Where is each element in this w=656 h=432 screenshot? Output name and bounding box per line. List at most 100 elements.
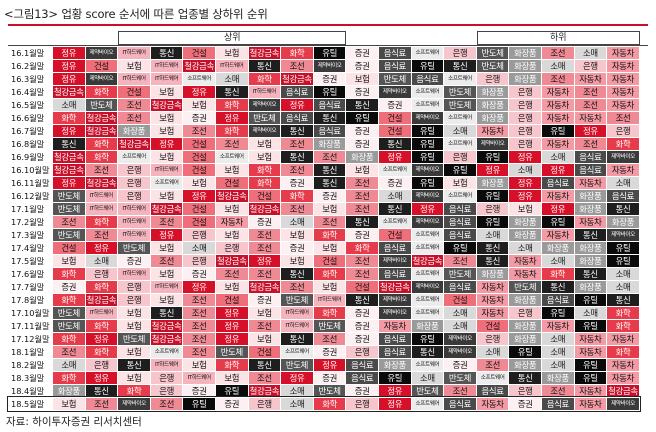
sector-cell: 통신 xyxy=(607,203,639,215)
sector-cell: 보험 xyxy=(150,125,183,137)
sector-cell: 보험 xyxy=(150,268,183,280)
sector-cell: 유틸 xyxy=(542,125,574,137)
sector-cell: 제약바이오 xyxy=(85,73,118,85)
sector-cell: 철강금속 xyxy=(183,60,215,72)
month-label: 18.2월말 xyxy=(11,360,45,370)
sector-cell: IT하드웨어 xyxy=(118,47,150,59)
month-label: 16.5월말 xyxy=(11,100,45,110)
sector-cell: 소프트웨어 xyxy=(216,151,248,163)
sector-cell: 제약바이오 xyxy=(476,138,509,150)
sector-cell: 정유 xyxy=(542,203,574,215)
sector-cell: 조선 xyxy=(85,398,118,410)
sector-cell: 은행 xyxy=(607,125,639,137)
sector-cell: 자동차 xyxy=(476,125,509,137)
table-row: 17.10월말 반도체 IT하드웨어 보험 통신 조선 정유 보험 IT하드웨어 화학 증권 제약바이… xyxy=(8,306,640,320)
sector-cell: 철강금속 xyxy=(85,125,118,137)
sector-cell: 보험 xyxy=(118,60,150,72)
sector-cell: 음식료 xyxy=(411,73,444,85)
table-row: 16.7월말 정유 철강금속 화장품 보험 조선 화학 제약바이오 통신 음식료 증권 건설 유틸 소매 자… xyxy=(8,124,640,138)
sector-cell: 보험 xyxy=(118,320,150,332)
sector-cell: 소프트웨어 xyxy=(444,112,476,124)
table-row: 16.9월말 철강금속 화학 소프트웨어 보험 건설 소프트웨어 보험 통신 조선 화장품 정유 유틸 은… xyxy=(8,150,640,164)
sector-cell: 음식료 xyxy=(379,333,411,345)
sector-cell: 소매 xyxy=(444,307,476,319)
sector-cell: 조선 xyxy=(85,164,118,176)
sector-cell: 음식료 xyxy=(346,372,378,384)
sector-cell: 통신 xyxy=(150,47,183,59)
sector-cell: 화장품 xyxy=(574,203,607,215)
table-row: 18.2월말 소매 은행 통신 IT하드웨어 보험 화학 통신 반도체 정유 음식료 화장품 소프트웨어… xyxy=(8,358,640,372)
sector-cell: 통신 xyxy=(509,372,541,384)
sector-cell: 반도체 xyxy=(444,268,476,280)
sector-cell: 자동차 xyxy=(542,112,574,124)
sector-cell: IT하드웨어 xyxy=(118,216,150,228)
sector-cell: 건설 xyxy=(216,294,248,306)
sector-cell: 유틸 xyxy=(379,372,411,384)
sector-cell: 소매 xyxy=(542,151,574,163)
sector-cell: IT하드웨어 xyxy=(85,190,118,202)
sector-cell: 소매 xyxy=(542,333,574,345)
sector-cell: 증권 xyxy=(313,73,346,85)
table-row: 16.3월말 정유 제약바이오 IT하드웨어 IT하드웨어 소프트웨어 소매 화학 철강금속 증권… xyxy=(8,72,640,86)
sector-cell: 화학 xyxy=(85,138,118,150)
sector-cell: 보험 xyxy=(150,190,183,202)
sector-cell: 정유 xyxy=(509,177,541,189)
sector-cell: 화학 xyxy=(542,268,574,280)
sector-cell: 반도체 xyxy=(444,86,476,98)
sector-cell: 보험 xyxy=(216,281,248,293)
sector-cell: 자동차 xyxy=(607,73,639,85)
sector-cell: 유틸 xyxy=(411,177,444,189)
table-row: 16.2월말 정유 건설 보험 IT하드웨어 철강금속 IT하드웨어 통신 조선 제약바이오 증권 음… xyxy=(8,59,640,73)
sector-cell: 제약바이오 xyxy=(118,398,150,410)
sector-cell: 유틸 xyxy=(313,86,346,98)
sector-cell: 제약바이오 xyxy=(379,294,411,306)
sector-cell: IT하드웨어 xyxy=(183,372,215,384)
table-row: 17.7월말 증권 화학 은행 IT하드웨어 정유 보험 철강금속 조선 보험 건설 철강금속 제약바이… xyxy=(8,280,640,294)
sector-cell: 보험 xyxy=(248,333,281,345)
sector-cell: 자동차 xyxy=(476,294,509,306)
sector-cell: 은행 xyxy=(509,307,541,319)
sector-cell: 조선 xyxy=(574,99,607,111)
sector-cell: 조선 xyxy=(248,242,281,254)
sector-cell: 은행 xyxy=(118,294,150,306)
sector-cell: 조선 xyxy=(313,216,346,228)
sector-cell: 보험 xyxy=(346,73,378,85)
sector-cell: 통신 xyxy=(476,255,509,267)
table-row: 18.5월말 보험 조선 제약바이오 조선 유틸 증권 은행 소매 화학 은행 정유 소프트웨어 음식료 자… xyxy=(7,396,641,412)
sector-cell: 화학 xyxy=(216,125,248,137)
sector-cell: 소매 xyxy=(574,47,607,59)
sector-cell: 화학 xyxy=(53,372,85,384)
sector-cell: 통신 xyxy=(313,164,346,176)
sector-cell: 통신 xyxy=(281,125,313,137)
sector-cell: 화장품 xyxy=(411,320,444,332)
sector-cell: 화학 xyxy=(607,138,639,150)
sector-cell: 보험 xyxy=(281,255,313,267)
sector-cell: 자동차 xyxy=(542,138,574,150)
sector-cell: 화장품 xyxy=(509,229,541,241)
sector-cell: 보험 xyxy=(313,242,346,254)
sector-cell: 은행 xyxy=(85,268,118,280)
month-label: 17.2월말 xyxy=(11,217,45,227)
sector-cell: 건설 xyxy=(313,255,346,267)
month-label: 16.10월말 xyxy=(11,165,50,175)
sector-cell: 소매 xyxy=(542,255,574,267)
month-label: 16.11월말 xyxy=(11,178,50,188)
sector-cell: 소매 xyxy=(607,268,639,280)
sector-cell: 조선 xyxy=(118,99,150,111)
sector-cell: 조선 xyxy=(183,346,215,358)
sector-cell: 반도체 xyxy=(53,307,85,319)
sector-cell: 조선 xyxy=(444,255,476,267)
sector-cell: 음식료 xyxy=(379,346,411,358)
table-row: 16.1월말 정유 제약바이오 IT하드웨어 통신 건설 보험 철강금속 화학 유틸 증권 음식료 소프… xyxy=(8,46,640,60)
sector-cell: 제약바이오 xyxy=(411,190,444,202)
sector-cell: 건설 xyxy=(379,112,411,124)
sector-cell: 은행 xyxy=(509,125,541,137)
sector-cell: 철강금속 xyxy=(248,385,281,397)
sector-cell: 화학 xyxy=(85,216,118,228)
sector-cell: 제약바이오 xyxy=(379,307,411,319)
sector-cell: 건설 xyxy=(379,229,411,241)
sector-cell: 조선 xyxy=(574,138,607,150)
sector-cell: 화장품 xyxy=(509,359,541,371)
sector-cell: 화장품 xyxy=(53,385,85,397)
sector-cell: 증권 xyxy=(53,281,85,293)
